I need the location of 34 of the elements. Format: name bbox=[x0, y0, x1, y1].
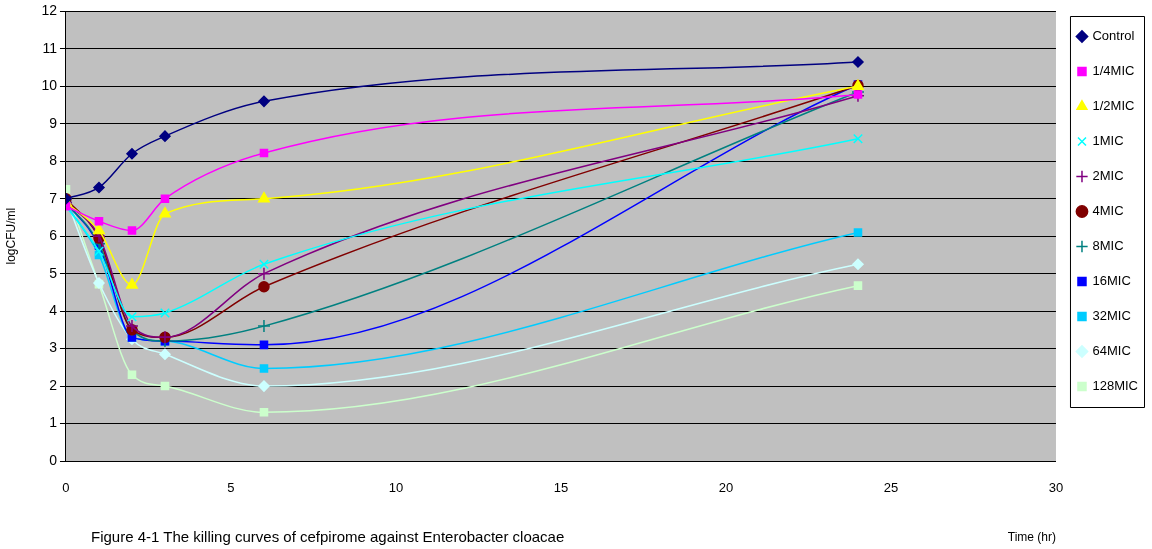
legend-label: 128MIC bbox=[1092, 378, 1139, 394]
legend-label: 1/4MIC bbox=[1092, 63, 1135, 79]
x-axis-title: Time (hr) bbox=[1007, 530, 1056, 545]
x-tick-label: 0 bbox=[62, 480, 70, 496]
caption: Figure 4-1 The killing curves of cefpirome against Enterobacter cloacae bbox=[91, 528, 565, 546]
y-tick-label: 4 bbox=[49, 301, 58, 318]
x-tick-label: 5 bbox=[227, 480, 235, 496]
y-tick-label: 8 bbox=[49, 152, 58, 169]
x-tick-label: 30 bbox=[1048, 480, 1064, 496]
legend-label: 2MIC bbox=[1092, 168, 1124, 184]
y-tick-label: 12 bbox=[41, 2, 58, 19]
legend-label: 16MIC bbox=[1092, 273, 1131, 289]
x-tick-label: 10 bbox=[388, 480, 404, 496]
legend-label: Control bbox=[1092, 28, 1135, 44]
y-tick-label: 9 bbox=[49, 114, 58, 131]
legend-label: 4MIC bbox=[1092, 203, 1124, 219]
y-tick-label: 2 bbox=[49, 376, 58, 393]
y-tick-label: 0 bbox=[49, 451, 58, 468]
x-tick-label: 25 bbox=[883, 480, 899, 496]
y-tick-label: 7 bbox=[49, 189, 58, 206]
y-tick-label: 3 bbox=[49, 339, 58, 356]
legend-label: 1/2MIC bbox=[1092, 98, 1135, 114]
legend-label: 1MIC bbox=[1092, 133, 1124, 149]
y-tick-label: 11 bbox=[42, 39, 58, 56]
x-tick-label: 15 bbox=[553, 480, 569, 496]
legend-label: 64MIC bbox=[1092, 343, 1131, 359]
y-axis-title: logCFU/ml bbox=[3, 207, 18, 265]
y-tick-label: 5 bbox=[49, 264, 58, 281]
y-tick-label: 1 bbox=[49, 414, 58, 431]
legend-label: 32MIC bbox=[1092, 308, 1131, 324]
x-tick-label: 20 bbox=[718, 480, 734, 496]
y-tick-label: 10 bbox=[41, 77, 58, 94]
legend-label: 8MIC bbox=[1092, 238, 1124, 254]
y-tick-label: 6 bbox=[49, 227, 58, 244]
